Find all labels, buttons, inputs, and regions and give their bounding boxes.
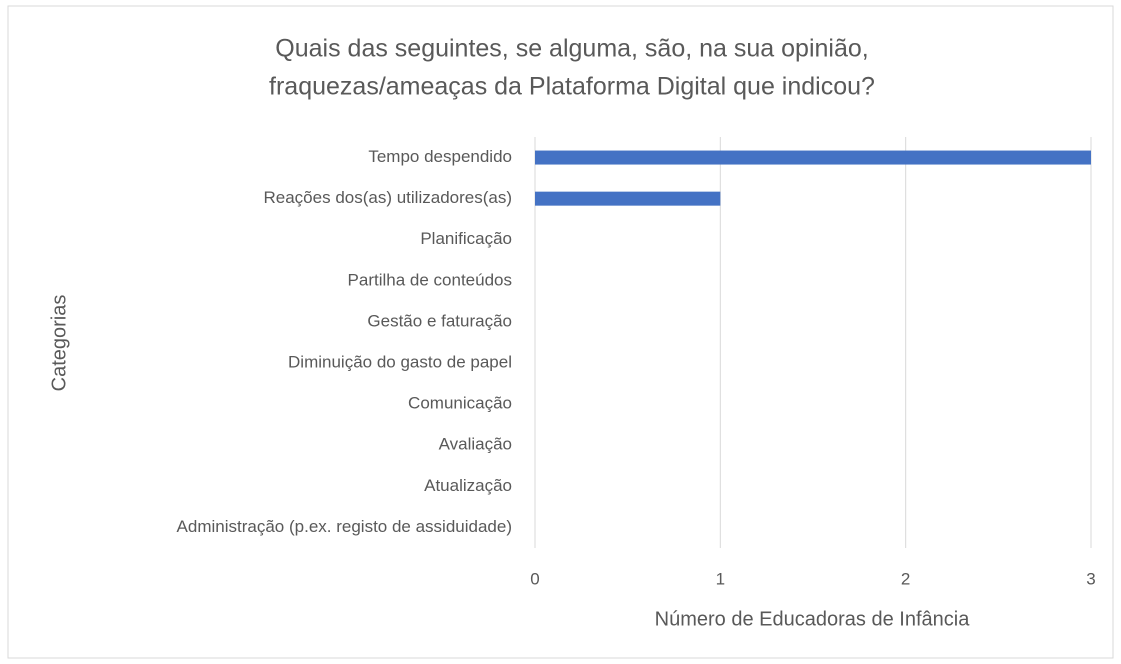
x-axis-label: Número de Educadoras de Infância	[655, 608, 971, 630]
chart-border	[7, 5, 1114, 659]
y-tick-label: Atualização	[424, 476, 512, 495]
chart-title: Quais das seguintes, se alguma, são, na …	[275, 35, 868, 63]
y-axis-label: Categorias	[48, 295, 70, 392]
bar	[535, 191, 721, 206]
y-tick-label: Planificação	[420, 229, 512, 248]
x-tick-label: 0	[530, 569, 539, 588]
y-tick-label: Gestão e faturação	[367, 311, 512, 330]
bar	[535, 150, 1091, 165]
y-tick-label: Tempo despendido	[368, 147, 512, 166]
y-tick-label: Avaliação	[439, 435, 512, 454]
y-tick-label: Partilha de conteúdos	[348, 270, 512, 289]
x-tick-label: 2	[901, 569, 910, 588]
x-tick-label: 3	[1086, 569, 1095, 588]
y-tick-label: Reações dos(as) utilizadores(as)	[264, 188, 513, 207]
y-tick-label: Comunicação	[408, 394, 512, 413]
x-tick-label: 1	[716, 569, 725, 588]
chart-title: fraquezas/ameaças da Plataforma Digital …	[269, 73, 875, 101]
y-tick-label: Administração (p.ex. registo de assiduid…	[177, 517, 512, 536]
y-tick-label: Diminuição do gasto de papel	[288, 353, 512, 372]
